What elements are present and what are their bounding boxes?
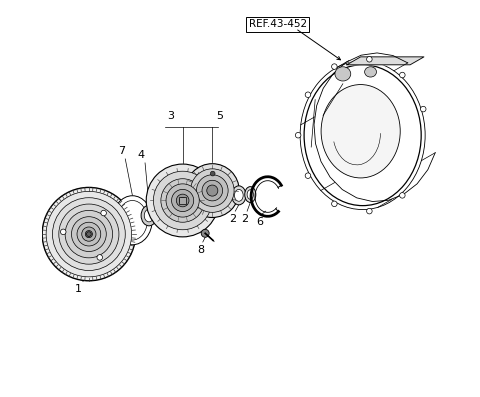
Circle shape [367, 208, 372, 214]
Polygon shape [347, 57, 424, 65]
Ellipse shape [118, 200, 147, 240]
Circle shape [210, 171, 215, 176]
Text: 8: 8 [197, 245, 204, 255]
Ellipse shape [232, 186, 246, 205]
Circle shape [196, 175, 228, 206]
Circle shape [399, 193, 405, 198]
Circle shape [146, 164, 219, 237]
Circle shape [295, 133, 301, 138]
Circle shape [332, 201, 337, 206]
Circle shape [52, 198, 125, 270]
Circle shape [86, 232, 91, 237]
Ellipse shape [141, 205, 157, 226]
Ellipse shape [234, 189, 243, 201]
Circle shape [161, 179, 204, 222]
Circle shape [332, 64, 337, 69]
Bar [180, 197, 186, 204]
Text: 2: 2 [241, 214, 248, 224]
Circle shape [59, 204, 119, 264]
Ellipse shape [365, 67, 376, 77]
Circle shape [176, 194, 189, 207]
Circle shape [367, 56, 372, 62]
Circle shape [154, 171, 212, 230]
Circle shape [101, 210, 107, 216]
Ellipse shape [113, 196, 152, 245]
Text: 2: 2 [229, 214, 237, 224]
Text: 4: 4 [138, 150, 144, 160]
Text: 1: 1 [75, 284, 82, 294]
Circle shape [85, 231, 93, 238]
Text: REF.43-452: REF.43-452 [249, 19, 307, 29]
Circle shape [65, 210, 113, 258]
Circle shape [42, 187, 135, 281]
Circle shape [185, 164, 239, 218]
Circle shape [191, 169, 234, 212]
Circle shape [97, 254, 103, 260]
Text: 5: 5 [216, 111, 223, 121]
Circle shape [77, 222, 101, 246]
Ellipse shape [335, 67, 351, 81]
Ellipse shape [247, 190, 253, 199]
Circle shape [305, 92, 311, 98]
Circle shape [202, 180, 223, 201]
Circle shape [46, 191, 132, 277]
Circle shape [180, 197, 186, 204]
Circle shape [420, 106, 426, 112]
Ellipse shape [304, 65, 421, 206]
Circle shape [166, 184, 199, 217]
Text: 7: 7 [118, 146, 125, 156]
Text: 3: 3 [167, 111, 174, 121]
Circle shape [72, 217, 106, 252]
Circle shape [305, 173, 311, 178]
Circle shape [82, 227, 96, 241]
Circle shape [207, 185, 218, 196]
Circle shape [60, 229, 66, 235]
Ellipse shape [321, 85, 400, 178]
Ellipse shape [144, 209, 154, 222]
Circle shape [399, 72, 405, 78]
Text: 6: 6 [256, 217, 263, 227]
Ellipse shape [245, 187, 256, 202]
Circle shape [201, 229, 209, 237]
Circle shape [171, 189, 194, 212]
